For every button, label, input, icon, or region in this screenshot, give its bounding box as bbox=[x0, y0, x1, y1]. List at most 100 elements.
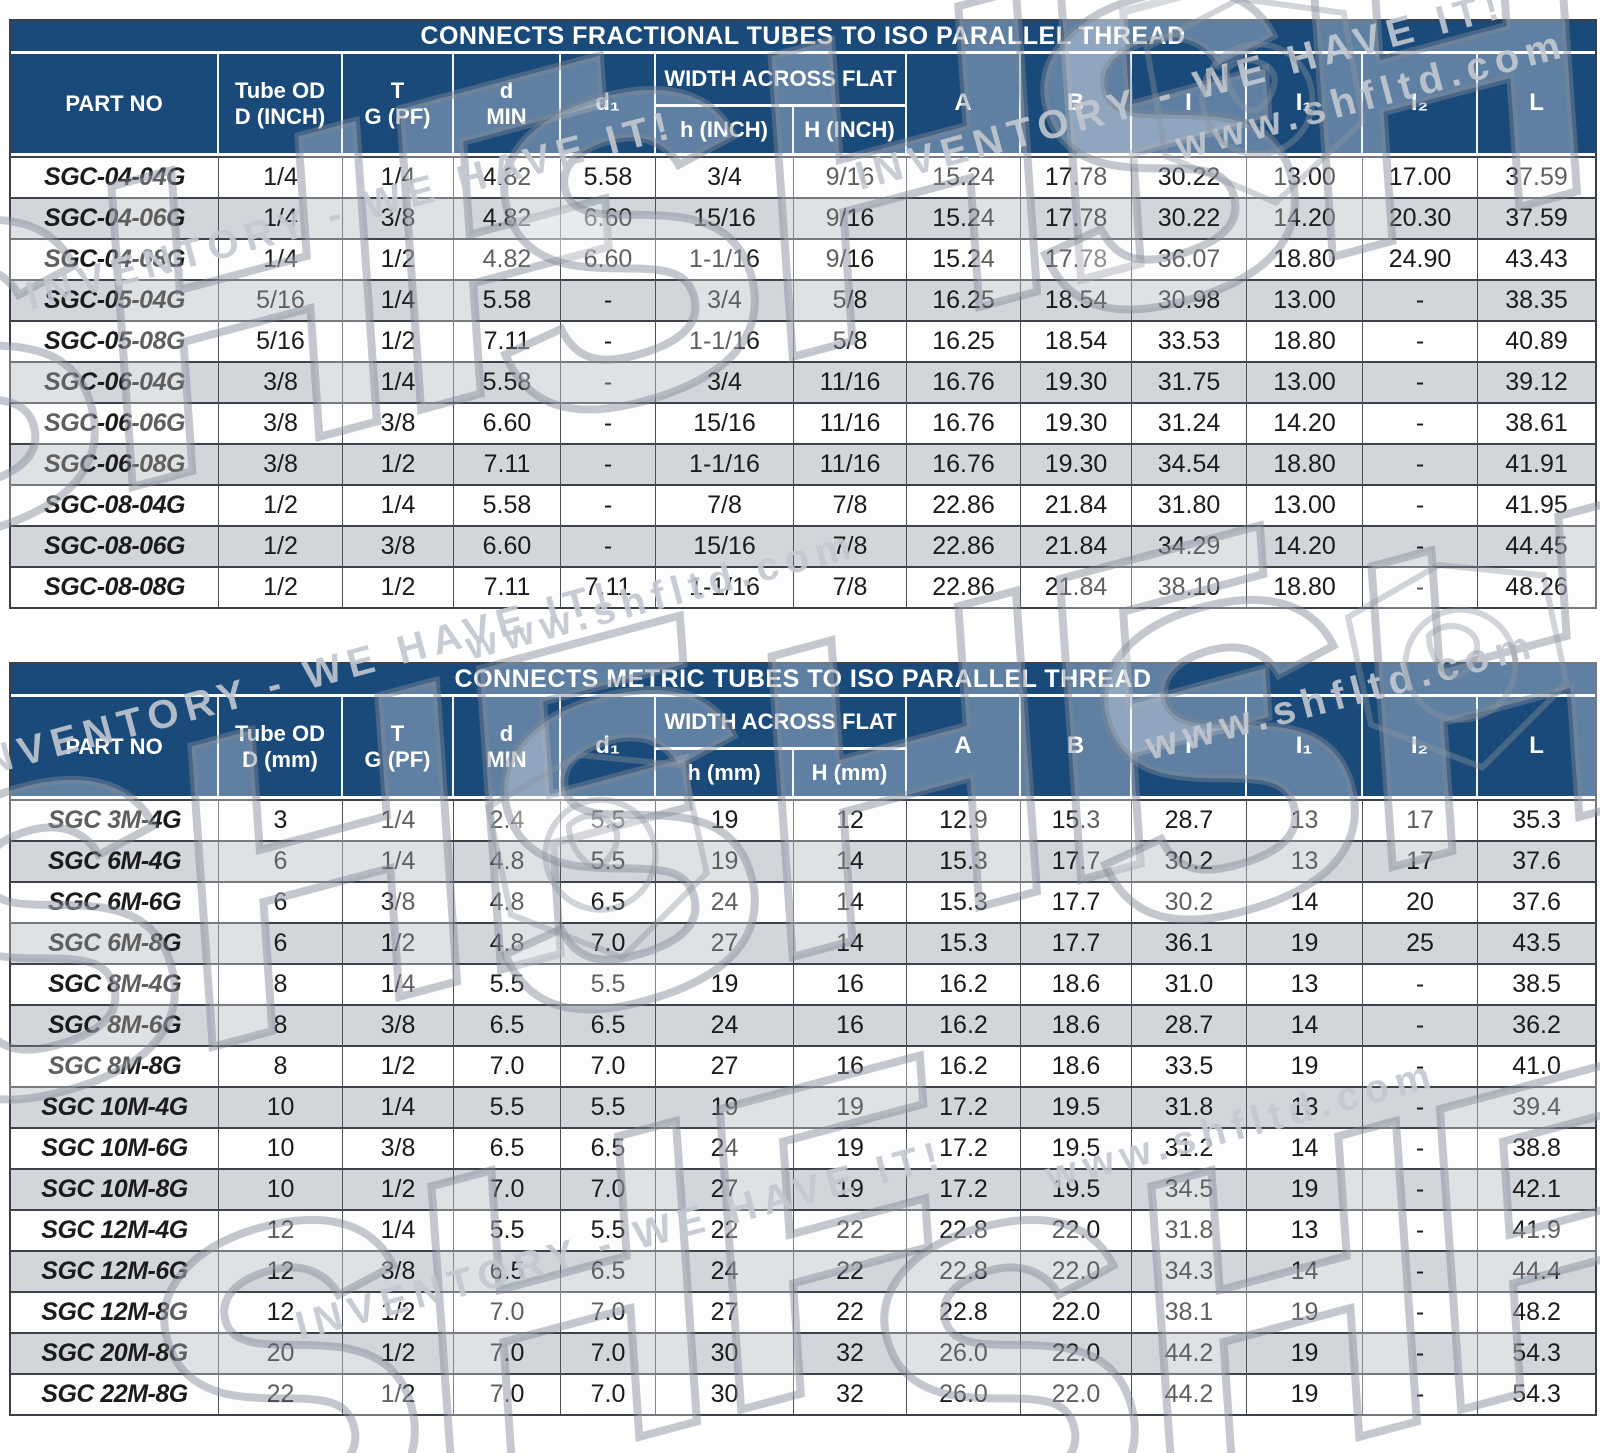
value-cell: 4.82 bbox=[454, 156, 561, 197]
value-cell: 15.3 bbox=[907, 922, 1021, 963]
value-cell: 27 bbox=[656, 1045, 794, 1086]
value-cell: 54.3 bbox=[1478, 1332, 1596, 1373]
value-cell: 18.80 bbox=[1247, 566, 1363, 607]
value-cell: 19.5 bbox=[1021, 1168, 1132, 1209]
value-cell: 1/4 bbox=[343, 279, 454, 320]
value-cell: 48.2 bbox=[1478, 1291, 1596, 1332]
col-part-no: PART NO bbox=[11, 697, 219, 799]
header-row-sub: h (mm) H (mm) bbox=[11, 750, 1595, 799]
value-cell: - bbox=[1363, 443, 1478, 484]
value-cell: 18.54 bbox=[1021, 320, 1132, 361]
col-H: H (INCH) bbox=[794, 107, 907, 156]
value-cell: 43.5 bbox=[1478, 922, 1596, 963]
col-L: L bbox=[1478, 697, 1596, 799]
value-cell: 30 bbox=[656, 1373, 794, 1414]
value-cell: 37.59 bbox=[1478, 197, 1596, 238]
value-cell: 1-1/16 bbox=[656, 566, 794, 607]
value-cell: 18.6 bbox=[1021, 1004, 1132, 1045]
value-cell: 7.11 bbox=[454, 443, 561, 484]
value-cell: 31.75 bbox=[1132, 361, 1247, 402]
value-cell: 7.0 bbox=[561, 1373, 656, 1414]
value-cell: 14 bbox=[1247, 1004, 1363, 1045]
value-cell: 1/2 bbox=[343, 1168, 454, 1209]
value-cell: 17.78 bbox=[1021, 197, 1132, 238]
value-cell: 1/4 bbox=[343, 799, 454, 840]
value-cell: 1/4 bbox=[343, 361, 454, 402]
part-no-cell: SGC-05-08G bbox=[11, 320, 219, 361]
value-cell: 16 bbox=[794, 963, 907, 1004]
part-no-cell: SGC-06-04G bbox=[11, 361, 219, 402]
value-cell: 14 bbox=[794, 881, 907, 922]
value-cell: 14 bbox=[1247, 1127, 1363, 1168]
col-d-min: d MIN bbox=[454, 54, 561, 156]
value-cell: 3/8 bbox=[343, 1250, 454, 1291]
value-cell: 3/8 bbox=[343, 1127, 454, 1168]
value-cell: 31.8 bbox=[1132, 1086, 1247, 1127]
value-cell: 6.5 bbox=[454, 1127, 561, 1168]
table-row: SGC-06-08G 3/8 1/2 7.11-1-1/16 11/16 16.76 19.… bbox=[11, 443, 1596, 484]
table-row: SGC-04-06G 1/4 3/8 4.82 6.60 15/16 9/16 15.24 17… bbox=[11, 197, 1596, 238]
table-row: SGC 10M-8G 10 1/2 7.0 7.0 27 19 17.2 19.5 34.5 19-… bbox=[11, 1168, 1596, 1209]
value-cell: - bbox=[1363, 1004, 1478, 1045]
value-cell: 17.7 bbox=[1021, 840, 1132, 881]
header-row-top: PART NO Tube OD D (mm) T G (PF) d MIN d₁… bbox=[11, 697, 1596, 799]
value-cell: 16.76 bbox=[907, 443, 1021, 484]
metric-table-body: SGC 3M-4G 3 1/4 2.4 5.5 19 12 12.9 15.3 28.7 13 17 3… bbox=[11, 799, 1596, 1414]
value-cell: 5.58 bbox=[454, 484, 561, 525]
table-row: SGC 8M-6G 8 3/8 6.5 6.5 24 16 16.2 18.6 28.7 14-36… bbox=[11, 1004, 1596, 1045]
value-cell: 5.5 bbox=[454, 963, 561, 1004]
value-cell: 19 bbox=[794, 1086, 907, 1127]
value-cell: - bbox=[561, 443, 656, 484]
value-cell: 27 bbox=[656, 1291, 794, 1332]
value-cell: 26.0 bbox=[907, 1373, 1021, 1414]
value-cell: 1-1/16 bbox=[656, 238, 794, 279]
value-cell: 15/16 bbox=[656, 402, 794, 443]
col-I1: I₁ bbox=[1247, 697, 1363, 799]
value-cell: 1/2 bbox=[343, 443, 454, 484]
value-cell: 4.8 bbox=[454, 922, 561, 963]
value-cell: 1/4 bbox=[343, 156, 454, 197]
value-cell: 1/2 bbox=[343, 922, 454, 963]
value-cell: 40.89 bbox=[1478, 320, 1596, 361]
value-cell: 19 bbox=[1247, 1291, 1363, 1332]
value-cell: - bbox=[1363, 320, 1478, 361]
value-cell: 1-1/16 bbox=[656, 320, 794, 361]
value-cell: 3/8 bbox=[343, 525, 454, 566]
value-cell: 7/8 bbox=[794, 566, 907, 607]
value-cell: 11/16 bbox=[794, 443, 907, 484]
value-cell: 7.11 bbox=[454, 566, 561, 607]
value-cell: 42.1 bbox=[1478, 1168, 1596, 1209]
value-cell: 36.07 bbox=[1132, 238, 1247, 279]
value-cell: 13.00 bbox=[1247, 156, 1363, 197]
value-cell: 1/4 bbox=[343, 484, 454, 525]
value-cell: 18.54 bbox=[1021, 279, 1132, 320]
value-cell: 1/2 bbox=[343, 1332, 454, 1373]
value-cell: - bbox=[1363, 402, 1478, 443]
value-cell: 1/2 bbox=[219, 566, 343, 607]
table-row: SGC 3M-4G 3 1/4 2.4 5.5 19 12 12.9 15.3 28.7 13 17 3… bbox=[11, 799, 1596, 840]
col-h: h (INCH) bbox=[656, 107, 794, 156]
value-cell: 30 bbox=[656, 1332, 794, 1373]
part-no-cell: SGC-08-04G bbox=[11, 484, 219, 525]
col-I2: I₂ bbox=[1363, 54, 1478, 156]
value-cell: 17 bbox=[1363, 840, 1478, 881]
value-cell: 8 bbox=[219, 1045, 343, 1086]
value-cell: 1/4 bbox=[219, 238, 343, 279]
value-cell: 5/8 bbox=[794, 279, 907, 320]
value-cell: 14 bbox=[794, 840, 907, 881]
table-row: SGC-06-04G 3/8 1/4 5.58-3/4 11/16 16.76 19.30 3… bbox=[11, 361, 1596, 402]
value-cell: 1/2 bbox=[343, 238, 454, 279]
value-cell: 22 bbox=[794, 1209, 907, 1250]
table-row: SGC 10M-6G 10 3/8 6.5 6.5 24 19 17.2 19.5 31.2 14-… bbox=[11, 1127, 1596, 1168]
table-row: SGC 12M-8G 12 1/2 7.0 7.0 27 22 22.8 22.0 38.1 19-… bbox=[11, 1291, 1596, 1332]
value-cell: 15.3 bbox=[907, 840, 1021, 881]
value-cell: 22.86 bbox=[907, 484, 1021, 525]
value-cell: 20 bbox=[219, 1332, 343, 1373]
value-cell: 38.61 bbox=[1478, 402, 1596, 443]
value-cell: 1/2 bbox=[343, 320, 454, 361]
table-row: SGC-06-06G 3/8 3/8 6.60-15/16 11/16 16.76 19.3… bbox=[11, 402, 1596, 443]
value-cell: 27 bbox=[656, 922, 794, 963]
col-h: h (mm) bbox=[656, 750, 794, 799]
col-I: I bbox=[1132, 54, 1247, 156]
value-cell: 7.0 bbox=[454, 1332, 561, 1373]
